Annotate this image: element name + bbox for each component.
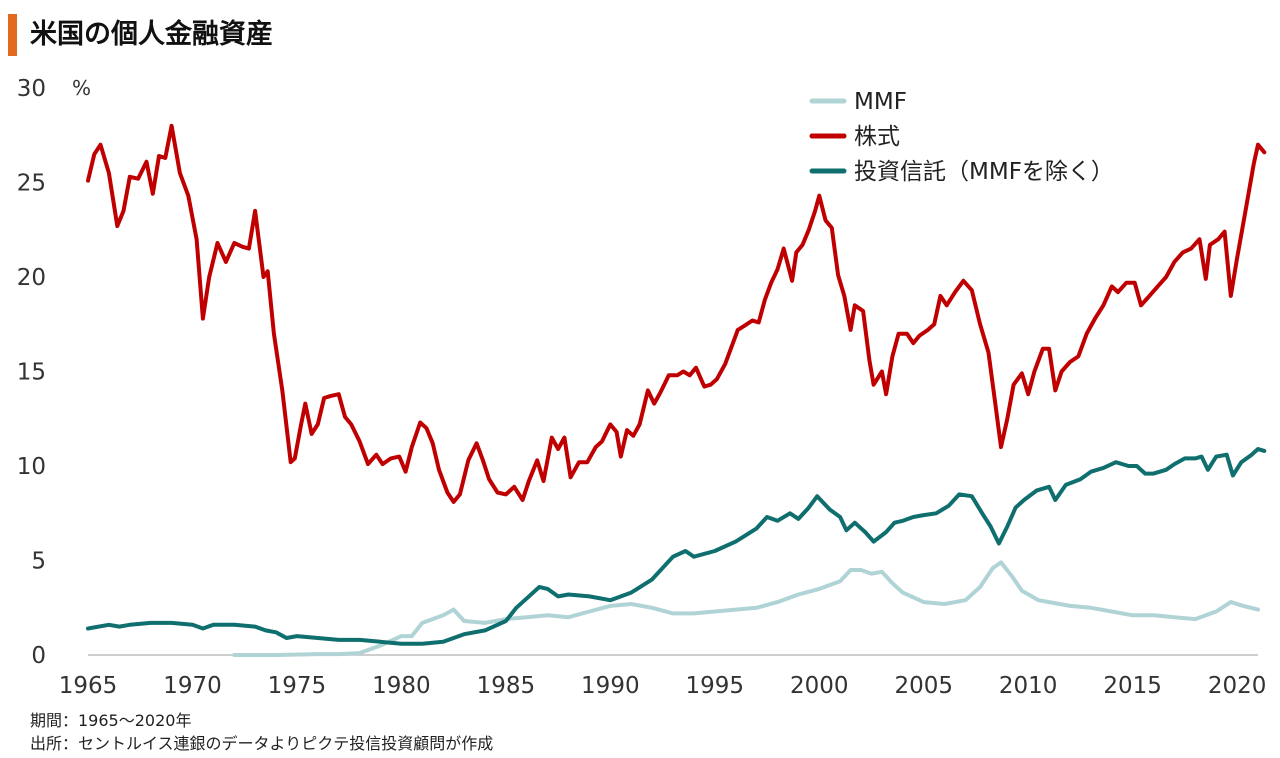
- y-tick-label: 25: [17, 171, 46, 197]
- x-tick-label: 1980: [372, 673, 431, 699]
- y-tick-label: 15: [17, 360, 46, 386]
- series-line-0: [232, 560, 1260, 657]
- y-tick-label: 10: [17, 454, 46, 480]
- x-tick-label: 1995: [686, 673, 745, 699]
- x-tick-label: 1965: [59, 673, 118, 699]
- x-tick-label: 2010: [999, 673, 1058, 699]
- legend-label-2: 投資信託（MMFを除く）: [854, 159, 1114, 185]
- series-line-1: [86, 123, 1267, 504]
- axes: 0 5 10 15 20 25 30 % 1965 1970 1975 1980 1985 1990 199…: [17, 76, 1267, 699]
- chart-title: 米国の個人金融資産: [30, 19, 273, 50]
- x-tick-label: 1990: [581, 673, 640, 699]
- x-tick-label: 1970: [163, 673, 222, 699]
- x-tick-label: 2015: [1103, 673, 1162, 699]
- line-chart: 0 5 10 15 20 25 30 % 1965 1970 1975 1980 1985 1990 199…: [17, 76, 1267, 699]
- title-accent-bar: [8, 14, 17, 56]
- series-layer: [86, 123, 1267, 657]
- y-tick-label: 5: [31, 549, 46, 575]
- source-note: 出所：セントルイス連銀のデータよりピクテ投信投資顧問が作成: [30, 734, 494, 753]
- x-tick-label: 2020: [1208, 673, 1267, 699]
- y-tick-label: 0: [31, 643, 46, 669]
- x-tick-label: 2005: [894, 673, 953, 699]
- period-note: 期間：1965～2020年: [30, 711, 192, 730]
- x-tick-label: 2000: [790, 673, 849, 699]
- legend-label-0: MMF: [854, 89, 907, 115]
- x-tick-label: 1985: [477, 673, 536, 699]
- series-line-2: [86, 447, 1267, 646]
- legend-label-1: 株式: [854, 124, 900, 150]
- y-tick-label: 20: [17, 265, 46, 291]
- y-tick-label: 30: [17, 76, 46, 102]
- x-tick-label: 1975: [268, 673, 327, 699]
- y-unit-label: %: [72, 76, 91, 100]
